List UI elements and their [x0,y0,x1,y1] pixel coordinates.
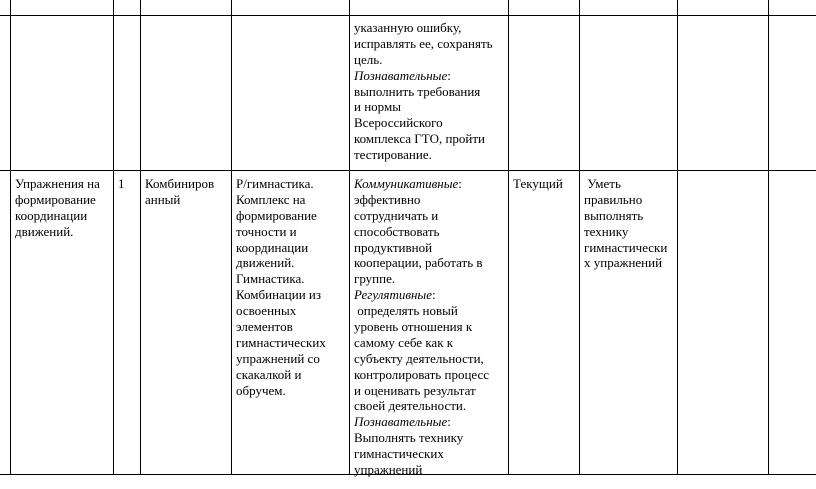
text-line: формирование [236,207,317,223]
table-border [231,0,232,474]
italic-label: Познавательные [354,414,448,430]
text-line: цель. [354,51,383,67]
text-line: своей деятельности. [354,398,467,414]
text-line: комплекса ГТО, пройти [354,131,486,147]
text-line: выполнить требования [354,83,481,99]
text-line: Упражнения на [15,176,100,191]
text-line: анный [145,191,181,207]
label-suffix: : [458,176,462,191]
text-line: Текущий [513,176,563,191]
text-line: выполнять [584,207,644,223]
table-cell: Коммуникативные: эффективно сотрудничать и… [354,176,489,478]
text-line: Гимнастика. [236,271,305,287]
italic-label: Регулятивные [354,287,432,303]
italic-label: Коммуникативные [354,176,459,191]
text-line: тестирование. [354,147,432,163]
italic-label: Познавательные [354,67,448,83]
text-line: Комбинации из [236,287,322,303]
text-line: указанную ошибку, [354,20,462,35]
table-border [349,0,350,474]
text-line: формирование [15,191,96,207]
text-line: исправлять ее, сохранять [354,35,493,51]
text-line: субъекту деятельности, [354,350,484,366]
text-line: Уметь [584,176,621,191]
text-line: скакалкой и [236,366,302,382]
text-line: Регулятивные: [354,287,489,303]
text-line: контролировать процесс [354,366,490,382]
table-cell: Комбиниров анный [145,176,214,208]
table-border [0,15,816,16]
text-line: Выполнять технику [354,430,464,446]
table-border [768,0,769,474]
table-cell: Р/гимнастика. Комплекс на формирование точн… [236,176,326,398]
text-line: Комбиниров [145,176,215,191]
text-line: и нормы [354,99,401,115]
text-line: эффективно [354,191,421,207]
text-line: обручем. [236,382,286,398]
table-cell: Текущий [513,176,563,192]
label-suffix: : [447,414,451,430]
text-line: координации [15,207,88,223]
text-line: и оценивать результат [354,382,476,398]
text-line: кооперации, работать в [354,255,483,271]
text-line: Комплекс на [236,191,306,207]
table-border [0,474,816,475]
table-border [579,0,580,474]
text-line: 1 [118,176,125,191]
text-line: группе. [354,271,396,287]
text-line: освоенных [236,303,297,319]
table-border [10,0,11,474]
table-border [508,0,509,474]
text-line: определять новый [354,303,458,319]
text-line: упражнений со [236,350,320,366]
text-line: продуктивной [354,239,433,255]
text-line: координации [236,239,309,255]
text-line: х упражнений [584,255,663,271]
label-suffix: : [447,67,451,83]
text-line: точности и [236,223,297,239]
text-line: самому себе как к [354,334,454,350]
text-line: гимнастических [354,446,444,462]
text-line: гимнастически [584,239,668,255]
table-border [677,0,678,474]
table-border [113,0,114,474]
text-line: движений. [15,223,74,239]
text-line: элементов [236,319,293,335]
table-cell: указанную ошибку, исправлять ее, сохранят… [354,20,493,163]
text-line: гимнастических [236,334,326,350]
text-line: сотрудничать и [354,207,439,223]
text-line: Всероссийского [354,115,443,131]
table-cell: Уметь правильно выполнять технику гимнастиче… [584,176,667,271]
table-border [0,170,816,171]
label-suffix: : [432,287,436,303]
text-line: уровень отношения к [354,319,473,335]
text-line: Познавательные: [354,68,493,84]
text-line: правильно [584,191,643,207]
table-cell: 1 [118,176,125,192]
text-line: Познавательные: [354,414,489,430]
text-line: движений. [236,255,295,271]
table-border [140,0,141,474]
text-line: упражнений [354,462,423,478]
table-cell: Упражнения на формирование координации движ… [15,176,100,240]
text-line: Р/гимнастика. [236,176,314,191]
text-line: способствовать [354,223,440,239]
text-line: Коммуникативные: [354,176,489,192]
text-line: технику [584,223,629,239]
